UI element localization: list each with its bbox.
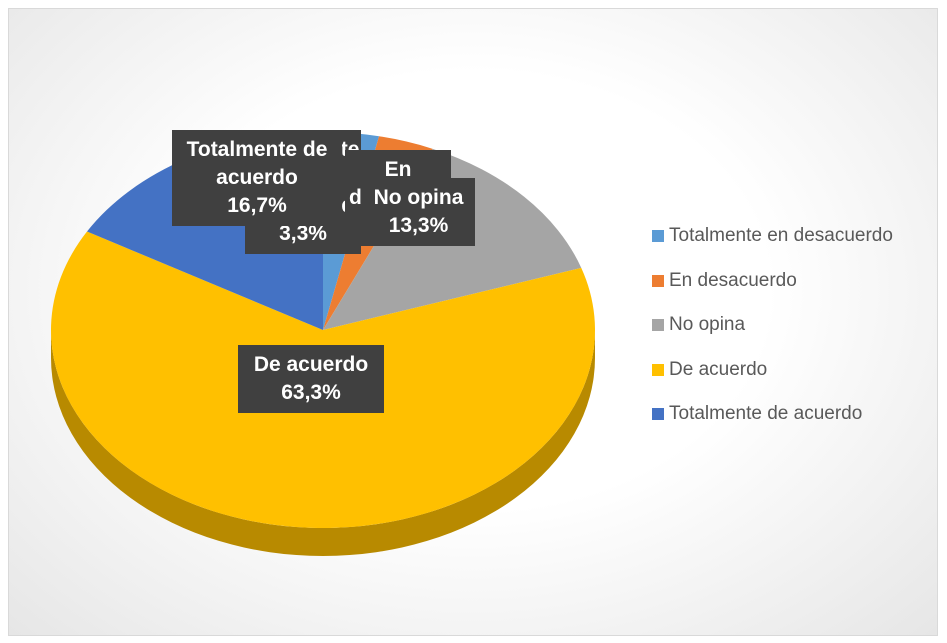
legend-swatch — [652, 408, 664, 421]
legend-swatch — [652, 363, 664, 376]
label-value: 13,3% — [388, 214, 449, 237]
label-value: 63,3% — [281, 381, 341, 404]
data-label: Totalmente de acuerdo 16,7% — [172, 130, 342, 226]
legend-item: Totalmente de acuerdo — [652, 392, 893, 437]
data-label: No opina 13,3% — [362, 178, 475, 246]
label-category: No opina — [373, 186, 464, 209]
legend: Totalmente en desacuerdo En desacuerdo No … — [652, 224, 893, 447]
data-label: De acuerdo 63,3% — [238, 345, 384, 413]
legend-item: En desacuerdo — [652, 259, 893, 304]
legend-label: Totalmente en desacuerdo — [669, 225, 893, 247]
legend-swatch — [652, 274, 664, 287]
label-value: 3,3% — [279, 222, 327, 245]
legend-label: En desacuerdo — [669, 269, 797, 291]
legend-item: Totalmente en desacuerdo — [652, 214, 893, 259]
legend-label: No opina — [669, 314, 746, 336]
legend-label: Totalmente de acuerdo — [669, 403, 863, 425]
label-category: Totalmente de acuerdo — [186, 138, 328, 189]
legend-label: De acuerdo — [669, 358, 768, 380]
label-category: De acuerdo — [253, 353, 369, 376]
label-value: 16,7% — [227, 194, 287, 217]
legend-item: No opina — [652, 303, 893, 348]
legend-swatch — [652, 319, 664, 332]
legend-swatch — [652, 230, 664, 243]
legend-item: De acuerdo — [652, 348, 893, 393]
